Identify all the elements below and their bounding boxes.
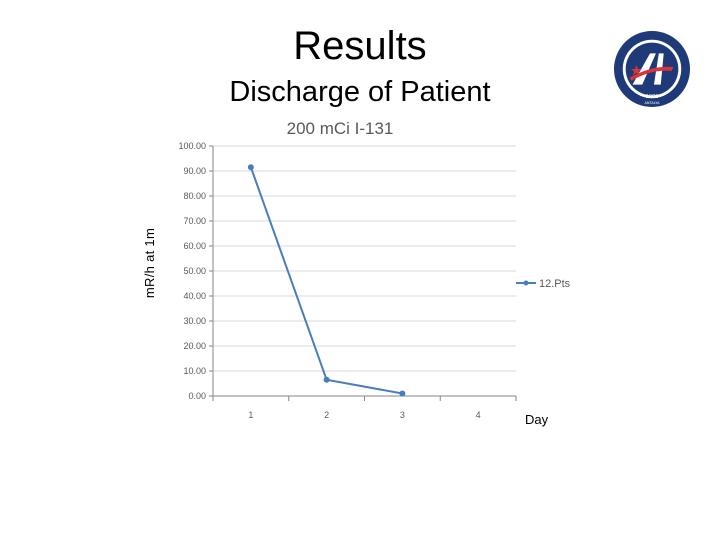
- y-tick-label: 30.00: [183, 316, 206, 326]
- chart-title: 200 mCi I-131: [287, 119, 394, 138]
- x-tick-label: 3: [400, 410, 405, 420]
- data-point: [323, 376, 330, 383]
- data-point: [247, 164, 254, 171]
- chart-grid: [209, 145, 516, 397]
- y-tick-label: 80.00: [183, 191, 206, 201]
- x-axis-label: Day: [525, 412, 549, 427]
- x-axis-ticks: 1 2 3 4: [212, 396, 517, 420]
- x-tick-label: 4: [476, 410, 481, 420]
- x-tick-label: 1: [248, 410, 253, 420]
- legend-label: 12.Pts: [539, 278, 571, 290]
- legend-marker: [523, 280, 529, 286]
- y-tick-label: 10.00: [183, 366, 206, 376]
- y-tick-label: 50.00: [183, 266, 206, 276]
- logo-year: 1982: [646, 94, 658, 100]
- x-tick-label: 2: [324, 410, 329, 420]
- y-tick-label: 90.00: [183, 166, 206, 176]
- y-axis-ticks: 0.00 10.00 20.00 30.00 40.00 50.00 60.00 70.00 8…: [178, 141, 206, 401]
- y-tick-label: 0.00: [188, 391, 206, 401]
- y-tick-label: 60.00: [183, 241, 206, 251]
- university-seal-icon: 1982 ANTALYA: [613, 30, 691, 108]
- y-tick-label: 20.00: [183, 341, 206, 351]
- series-line: [249, 166, 403, 395]
- y-axis-label: mR/h at 1m: [142, 227, 157, 299]
- chart-legend: 12.Pts: [516, 278, 571, 290]
- data-point: [399, 390, 406, 397]
- y-tick-label: 40.00: [183, 291, 206, 301]
- y-tick-label: 70.00: [183, 216, 206, 226]
- chart-series: [247, 164, 406, 397]
- logo-city: ANTALYA: [644, 101, 660, 105]
- y-tick-label: 100.00: [178, 141, 206, 151]
- slide-subtitle: Discharge of Patient: [229, 76, 491, 108]
- slide-title: Results: [293, 24, 427, 68]
